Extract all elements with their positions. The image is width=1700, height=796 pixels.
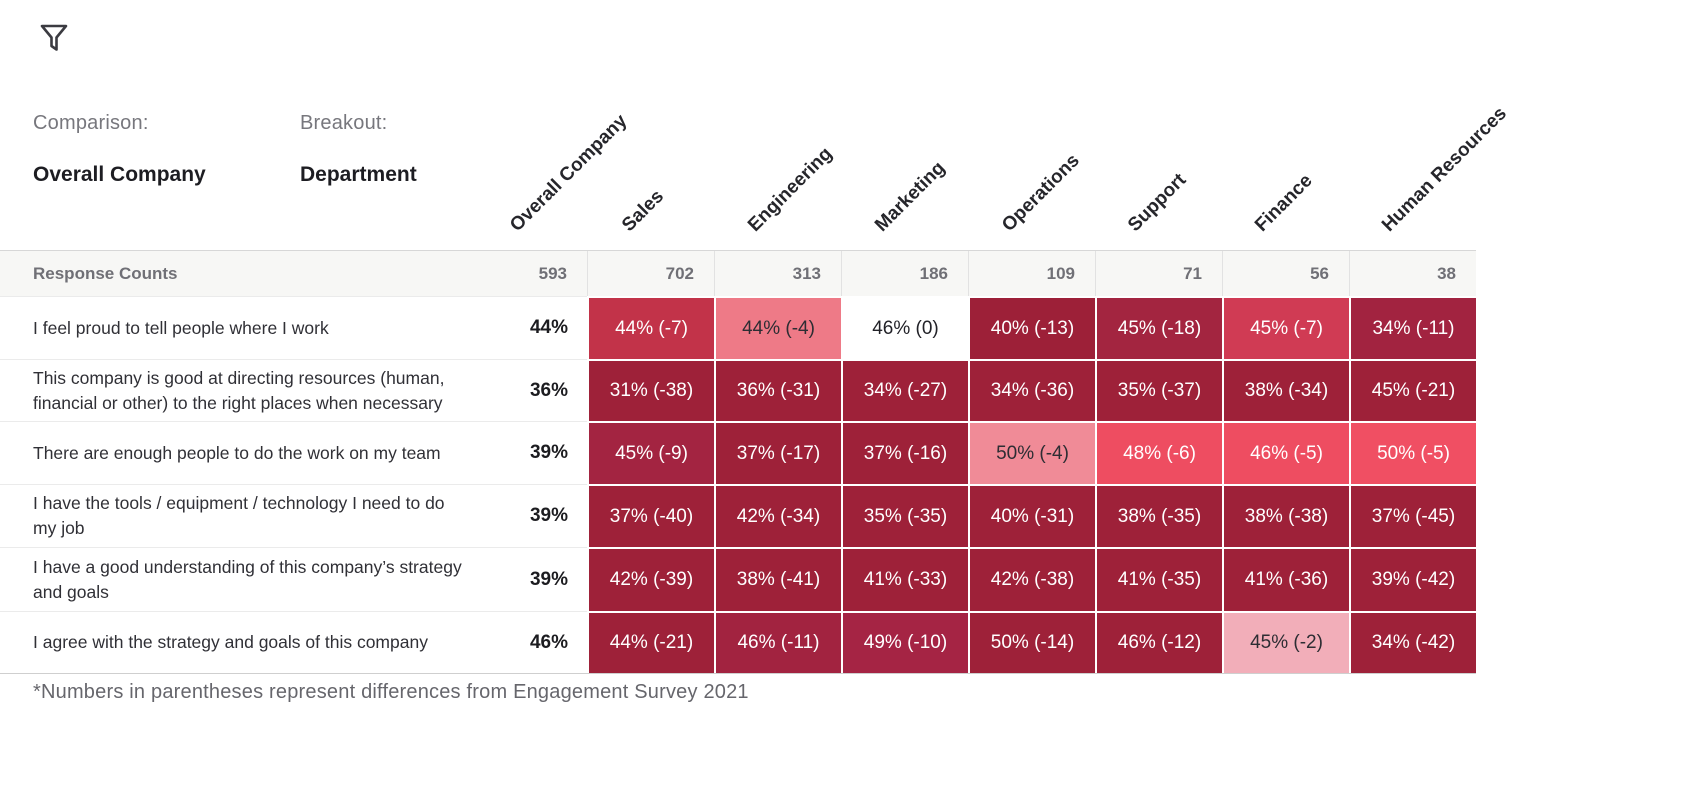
heatmap-cell: 46% (-11) xyxy=(714,611,841,673)
heatmap-cell: 38% (-34) xyxy=(1222,359,1349,421)
heatmap-cell: 37% (-17) xyxy=(714,421,841,484)
heatmap-cell: 41% (-35) xyxy=(1095,547,1222,611)
heatmap-cell: 31% (-38) xyxy=(587,359,714,421)
heatmap-cell: 36% (-31) xyxy=(714,359,841,421)
heatmap-cell: 37% (-45) xyxy=(1349,484,1476,547)
heatmap-cell: 37% (-16) xyxy=(841,421,968,484)
heatmap-cell: 34% (-27) xyxy=(841,359,968,421)
column-header-operations: Operations xyxy=(998,150,1084,236)
heatmap-cell: 50% (-4) xyxy=(968,421,1095,484)
column-header-overall-company: Overall Company xyxy=(506,110,632,236)
heatmap-cell: 35% (-35) xyxy=(841,484,968,547)
column-header-finance: Finance xyxy=(1251,170,1317,236)
heatmap-cell: 49% (-10) xyxy=(841,611,968,673)
heatmap-cell: 44% (-7) xyxy=(587,296,714,359)
heatmap-cell: 34% (-36) xyxy=(968,359,1095,421)
question-label: There are enough people to do the work o… xyxy=(0,421,495,484)
heatmap-cell: 38% (-41) xyxy=(714,547,841,611)
overall-value: 39% xyxy=(495,421,587,484)
heatmap-cell: 45% (-7) xyxy=(1222,296,1349,359)
heatmap-cell: 35% (-37) xyxy=(1095,359,1222,421)
heatmap-cell: 40% (-13) xyxy=(968,296,1095,359)
response-count: 71 xyxy=(1095,251,1222,296)
comparison-label: Comparison: xyxy=(33,112,149,134)
heatmap-cell: 42% (-34) xyxy=(714,484,841,547)
column-header-support: Support xyxy=(1124,169,1191,236)
heatmap-cell: 42% (-39) xyxy=(587,547,714,611)
overall-value: 46% xyxy=(495,611,587,673)
response-count: 593 xyxy=(495,251,587,296)
heatmap-table: Response Counts 593 702 313 186 109 71 56 38 I fe… xyxy=(0,250,1476,674)
response-count: 56 xyxy=(1222,251,1349,296)
question-label: I agree with the strategy and goals of t… xyxy=(0,611,495,673)
heatmap-cell: 45% (-2) xyxy=(1222,611,1349,673)
question-label: I have a good understanding of this comp… xyxy=(0,547,495,611)
response-count: 38 xyxy=(1349,251,1476,296)
breakout-label: Breakout: xyxy=(300,112,388,134)
overall-value: 39% xyxy=(495,484,587,547)
heatmap-cell: 40% (-31) xyxy=(968,484,1095,547)
column-header-sales: Sales xyxy=(618,185,668,236)
heatmap-cell: 37% (-40) xyxy=(587,484,714,547)
column-header-engineering: Engineering xyxy=(744,143,837,236)
question-label: I feel proud to tell people where I work xyxy=(0,296,495,359)
heatmap-cell: 39% (-42) xyxy=(1349,547,1476,611)
heatmap-cell: 44% (-4) xyxy=(714,296,841,359)
heatmap-cell: 38% (-35) xyxy=(1095,484,1222,547)
heatmap-cell: 41% (-33) xyxy=(841,547,968,611)
response-count: 313 xyxy=(714,251,841,296)
heatmap-cell: 45% (-9) xyxy=(587,421,714,484)
column-header-human-resources: Human Resources xyxy=(1378,103,1511,236)
overall-value: 44% xyxy=(495,296,587,359)
heatmap-cell: 50% (-14) xyxy=(968,611,1095,673)
question-label: This company is good at directing resour… xyxy=(0,359,495,421)
question-label: I have the tools / equipment / technolog… xyxy=(0,484,495,547)
overall-value: 39% xyxy=(495,547,587,611)
heatmap-cell: 34% (-42) xyxy=(1349,611,1476,673)
response-count: 109 xyxy=(968,251,1095,296)
footnote: *Numbers in parentheses represent differ… xyxy=(33,681,749,703)
heatmap-cell: 50% (-5) xyxy=(1349,421,1476,484)
comparison-control: Comparison: Overall Company xyxy=(33,112,206,187)
heatmap-cell: 38% (-38) xyxy=(1222,484,1349,547)
filter-icon xyxy=(40,24,68,51)
response-counts-label: Response Counts xyxy=(0,251,495,296)
breakout-control: Breakout: Department xyxy=(300,112,417,187)
heatmap-cell: 42% (-38) xyxy=(968,547,1095,611)
overall-value: 36% xyxy=(495,359,587,421)
response-count: 702 xyxy=(587,251,714,296)
heatmap-cell: 48% (-6) xyxy=(1095,421,1222,484)
heatmap-cell: 46% (0) xyxy=(841,296,968,359)
heatmap-cell: 46% (-5) xyxy=(1222,421,1349,484)
heatmap-cell: 34% (-11) xyxy=(1349,296,1476,359)
column-header-marketing: Marketing xyxy=(871,157,950,236)
heatmap-cell: 41% (-36) xyxy=(1222,547,1349,611)
breakout-value[interactable]: Department xyxy=(300,163,417,186)
filter-button[interactable] xyxy=(36,22,72,58)
response-count: 186 xyxy=(841,251,968,296)
heatmap-cell: 44% (-21) xyxy=(587,611,714,673)
heatmap-cell: 46% (-12) xyxy=(1095,611,1222,673)
comparison-value[interactable]: Overall Company xyxy=(33,163,206,186)
heatmap-cell: 45% (-18) xyxy=(1095,296,1222,359)
heatmap-cell: 45% (-21) xyxy=(1349,359,1476,421)
